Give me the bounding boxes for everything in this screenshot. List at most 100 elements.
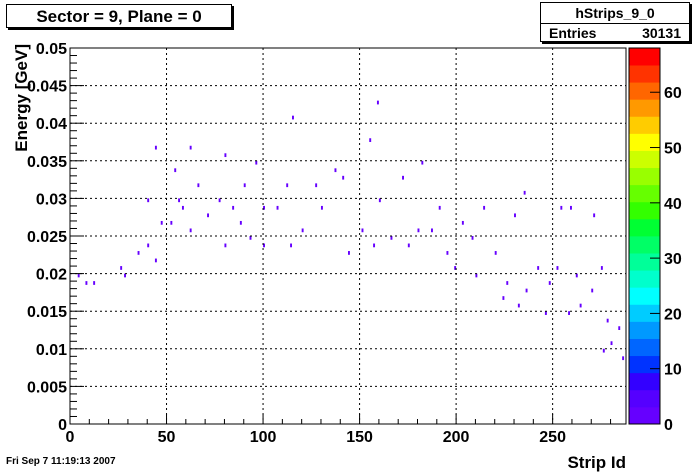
heatmap-cell [417, 228, 420, 233]
heatmap-cell [600, 266, 603, 270]
color-scale-label: 60 [664, 85, 682, 102]
histogram-name: hStrips_9_0 [541, 3, 689, 24]
heatmap-cell [218, 198, 221, 203]
heatmap-cell [548, 281, 551, 285]
heatmap-cells [77, 100, 625, 361]
heatmap-cell [494, 251, 497, 255]
heatmap-cell [502, 296, 505, 300]
heatmap-cell [361, 228, 364, 233]
color-scale-swatch [629, 287, 660, 305]
heatmap-cell [147, 198, 150, 203]
heatmap-cell [606, 318, 609, 323]
heatmap-cell [315, 183, 318, 188]
heatmap-cell [342, 175, 345, 180]
heatmap-cell [514, 213, 516, 218]
entries-label: Entries [549, 25, 597, 41]
heatmap-cell [593, 213, 596, 218]
heatmap-cell [438, 205, 441, 210]
heatmap-cell [618, 326, 621, 330]
heatmap-cell [483, 205, 486, 210]
heatmap-cell [431, 228, 433, 233]
color-scale-swatch [629, 389, 660, 408]
heatmap-cell [243, 183, 246, 188]
color-scale-label: 10 [664, 362, 682, 379]
color-scale-swatch [629, 116, 660, 134]
entries-value: 30131 [642, 25, 681, 41]
color-scale-swatch [629, 201, 660, 220]
heatmap-cell [120, 266, 123, 270]
heatmap-cell [181, 205, 184, 210]
heatmap-cell [591, 288, 594, 293]
color-scale: 0 10 20 30 40 50 60 [628, 47, 682, 434]
heatmap-cell [137, 251, 140, 255]
color-scale-label: 0 [664, 417, 673, 434]
heatmap-cell [402, 175, 404, 180]
color-scale-swatch [629, 99, 660, 117]
chart-title: Sector = 9, Plane = 0 [6, 4, 232, 28]
color-scale-swatch [629, 304, 660, 322]
x-tick-label: 100 [250, 429, 277, 446]
heatmap-cell [189, 145, 192, 150]
heatmap-cell [160, 220, 163, 225]
y-axis-label: Energy [GeV] [12, 44, 31, 152]
color-scale-swatch [629, 82, 660, 100]
stats-box: hStrips_9_0 Entries 30131 [540, 2, 690, 42]
color-scale-swatch [629, 184, 660, 203]
y-tick-label: 0 [58, 417, 67, 434]
x-tick-label: 50 [158, 429, 176, 446]
heatmap-cell [224, 243, 227, 248]
heatmap-cell [263, 243, 265, 248]
heatmap-cell [292, 115, 294, 120]
y-tick-label: 0.045 [27, 79, 67, 96]
heatmap-cell [154, 258, 157, 263]
heatmap-cell [570, 205, 572, 210]
color-scale-swatch [629, 338, 660, 357]
heatmap-cell [239, 220, 242, 225]
heatmap-cell [178, 198, 181, 203]
heatmap-cell [537, 266, 540, 270]
heatmap-cell [249, 236, 252, 240]
heatmap-cell [523, 190, 526, 195]
x-axis-label: Strip Id [567, 453, 626, 472]
y-tick-label: 0.025 [27, 229, 67, 246]
color-scale-frame [628, 47, 661, 425]
color-scale-swatch [629, 48, 660, 66]
heatmap-cell [378, 198, 381, 203]
color-scale-label: 20 [664, 306, 682, 323]
heatmap-cell [170, 220, 173, 225]
x-tick-label: 0 [66, 429, 75, 446]
heatmap-cell [446, 251, 449, 255]
heatmap-cell [475, 273, 478, 278]
x-tick-label: 150 [346, 429, 373, 446]
heatmap-cell [232, 205, 235, 210]
color-scale-label: 50 [664, 141, 682, 158]
heatmap-cell [407, 243, 410, 248]
heatmap-cell [517, 303, 520, 308]
heatmap-cell [454, 266, 457, 270]
color-scale-label: 30 [664, 251, 682, 268]
color-scale-swatch [629, 65, 660, 83]
color-scale-swatch [629, 253, 660, 271]
heatmap-cell [602, 348, 605, 353]
heatmap-cell [544, 311, 547, 315]
heatmap-cell [369, 138, 372, 142]
heatmap-cell [622, 356, 625, 361]
heatmap-cell [471, 236, 474, 240]
heatmap-cell [255, 160, 258, 165]
color-scale-swatch [629, 270, 660, 288]
heatmap-cell [579, 303, 582, 308]
heatmap-cell [174, 168, 177, 173]
heatmap-cell [189, 228, 192, 233]
y-tick-label: 0.04 [36, 116, 67, 133]
color-scale-swatch [629, 167, 660, 186]
heatmap-cell [373, 243, 376, 248]
x-axis: 0 50 100 150 200 250 [66, 414, 612, 446]
y-tick-label: 0.02 [36, 267, 67, 284]
heatmap-cell [301, 228, 304, 233]
heatmap-cell [276, 205, 279, 210]
heatmap-cell [286, 183, 289, 188]
color-scale-label: 40 [664, 196, 682, 213]
heatmap-cell [197, 183, 200, 188]
heatmap-cell [85, 281, 88, 285]
